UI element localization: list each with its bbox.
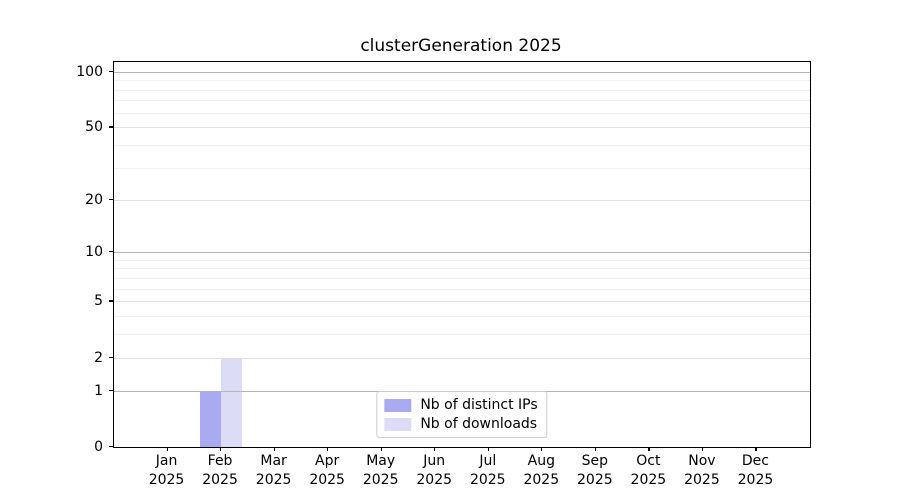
x-tick-sep [594,447,597,451]
y-tick-1 [109,389,113,391]
y-gridline-minor-70 [114,100,810,102]
x-tick-may [380,447,382,451]
y-gridline-minor-30 [114,167,810,169]
x-tick-label-aug: Aug 2025 [523,453,560,488]
y-tick-label-100: 100 [76,63,103,80]
y-gridline-minor-60 [114,112,810,114]
y-tick-label-50: 50 [85,119,103,136]
y-gridline-100 [114,71,810,73]
legend-label-distinct-ips: Nb of distinct IPs [420,397,538,413]
x-tick-label-oct: Oct 2025 [630,453,667,488]
y-gridline-2 [114,357,810,359]
y-tick-label-10: 10 [85,244,103,261]
x-tick-label-jun: Jun 2025 [416,453,453,488]
x-tick-label-may: May 2025 [362,453,399,488]
x-tick-label-sep: Sep 2025 [577,453,613,488]
y-tick-50 [109,126,113,128]
y-tick-100 [109,70,113,73]
x-tick-label-apr: Apr 2025 [309,453,345,488]
y-gridline-minor-6 [114,288,810,290]
bar-nb-of-downloads-feb [221,357,243,447]
plot-area: Nb of distinct IPs Nb of downloads [113,61,811,448]
y-tick-0 [109,446,113,448]
legend-swatch-downloads [384,417,412,431]
x-tick-apr [327,447,329,451]
x-tick-jun [434,447,436,451]
x-tick-label-dec: Dec 2025 [737,453,774,488]
x-tick-label-jan: Jan 2025 [148,453,185,488]
legend: Nb of distinct IPs Nb of downloads [376,391,548,438]
y-tick-10 [109,251,113,253]
y-tick-label-20: 20 [85,191,103,208]
y-tick-label-2: 2 [94,349,103,366]
x-tick-oct [648,447,650,451]
legend-item-distinct-ips: Nb of distinct IPs [384,397,538,413]
x-tick-label-jul: Jul 2025 [469,453,506,488]
y-gridline-minor-40 [114,145,810,147]
x-tick-label-nov: Nov 2025 [684,453,720,488]
x-tick-jul [487,447,489,451]
y-gridline-50 [114,127,810,129]
legend-item-downloads: Nb of downloads [384,416,537,432]
y-tick-20 [109,198,113,200]
y-gridline-minor-7 [114,277,810,279]
y-gridline-minor-8 [114,268,810,270]
y-gridline-20 [114,199,810,201]
x-tick-feb [220,447,222,451]
y-tick-2 [109,356,113,358]
y-tick-label-0: 0 [94,439,103,455]
y-gridline-minor-4 [114,316,810,318]
x-tick-dec [755,447,757,451]
y-tick-label-1: 1 [94,382,103,399]
y-gridline-5 [114,301,810,303]
legend-swatch-distinct-ips [384,398,412,412]
bar-nb-of-distinct-ips-feb [200,390,222,447]
y-gridline-minor-9 [114,259,810,261]
y-tick-label-5: 5 [94,293,103,310]
x-tick-nov [701,447,704,451]
y-gridline-minor-80 [114,89,810,91]
legend-label-downloads: Nb of downloads [420,416,538,432]
y-gridline-minor-3 [114,334,810,336]
x-tick-mar [273,447,275,451]
chart-title: clusterGeneration 2025 [360,36,562,56]
x-tick-label-mar: Mar 2025 [255,453,292,488]
y-tick-5 [109,300,113,302]
y-gridline-minor-90 [114,80,810,82]
y-gridline-10 [114,252,810,254]
x-tick-jan [166,447,168,451]
x-tick-label-feb: Feb 2025 [202,453,238,488]
x-tick-aug [541,447,543,451]
